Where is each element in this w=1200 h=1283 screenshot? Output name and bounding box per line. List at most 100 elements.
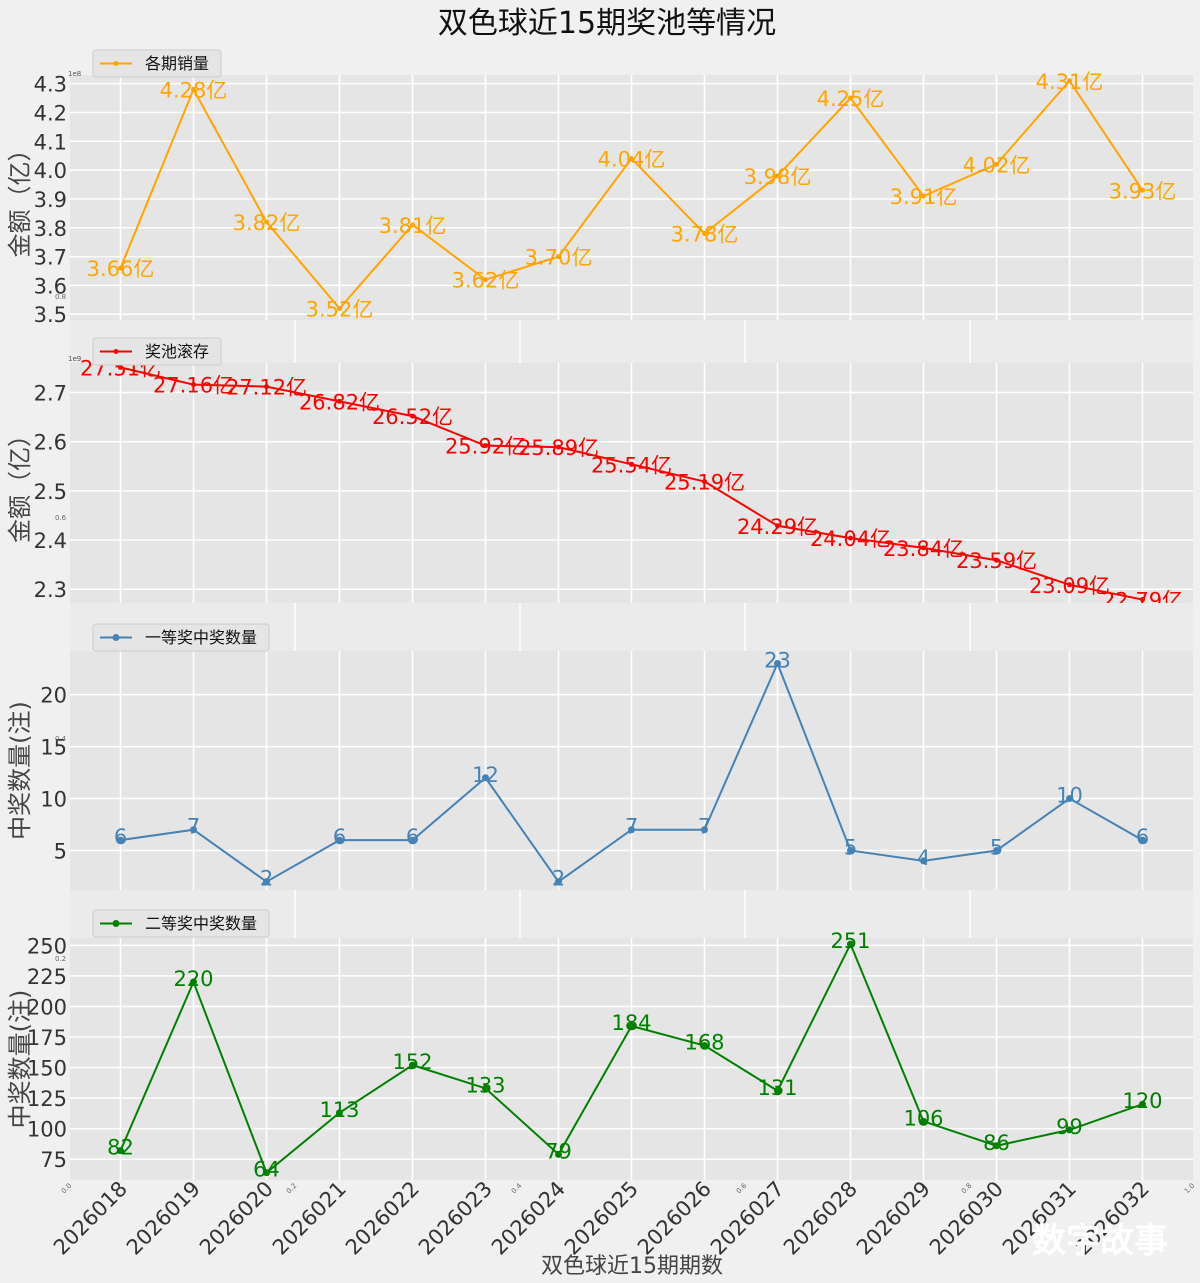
data-label: 3.52亿 — [306, 297, 374, 321]
data-point — [629, 156, 634, 162]
data-point — [409, 1061, 416, 1069]
data-label: 79 — [545, 1139, 572, 1163]
y-tick-label: 125 — [27, 1087, 67, 1111]
data-point — [993, 847, 1000, 855]
data-label: 25.19亿 — [664, 471, 745, 495]
legend-box — [92, 337, 222, 366]
data-label: 7 — [698, 815, 711, 839]
y-tick-label: 100 — [27, 1118, 67, 1142]
data-point — [410, 222, 415, 228]
data-point — [994, 557, 999, 563]
data-point — [629, 461, 634, 467]
background-x-tick-label: 0.8 — [960, 1182, 974, 1196]
data-label: 23.84亿 — [883, 537, 964, 561]
data-point — [920, 857, 927, 865]
data-point — [118, 265, 123, 271]
data-point — [1139, 836, 1146, 844]
data-label: 12 — [472, 763, 499, 787]
x-tick-label: 2026029 — [852, 1177, 935, 1260]
data-label: 86 — [983, 1131, 1010, 1155]
y-tick-label: 3.5 — [34, 303, 67, 327]
y-tick-label: 250 — [27, 934, 67, 958]
data-point — [993, 1142, 1000, 1150]
y-tick-label: 3.6 — [34, 274, 67, 298]
y-tick-label: 4.3 — [34, 73, 67, 97]
y-tick-label: 225 — [27, 965, 67, 989]
watermark-text: 数字故事 — [1032, 1221, 1168, 1261]
data-point — [118, 364, 123, 370]
y-tick-label: 75 — [40, 1148, 67, 1172]
data-label: 25.89亿 — [518, 436, 599, 460]
data-label: 23.09亿 — [1029, 574, 1110, 598]
subplot-1: 3.5 3.6 3.7 3.8 3.9 4.0 4.1 4.2 4.3 金额（亿） 1e8 0.8 3.… — [6, 49, 1193, 327]
data-label: 131 — [757, 1076, 797, 1100]
legend-box — [92, 909, 270, 938]
legend-marker — [112, 634, 120, 641]
background-x-tick-label: 0.0 — [60, 1182, 74, 1196]
data-point — [117, 836, 124, 844]
y-tick-label: 175 — [27, 1026, 67, 1050]
data-point — [337, 305, 342, 311]
data-point — [847, 847, 854, 855]
data-point — [483, 443, 488, 449]
data-point — [191, 86, 196, 92]
x-tick-label: 2026028 — [779, 1177, 862, 1260]
data-point — [628, 826, 635, 834]
x-tick-label: 2026019 — [122, 1177, 205, 1260]
y-tick-label: 2.7 — [34, 382, 67, 406]
y-offset-text: 1e9 — [68, 355, 81, 363]
data-point — [264, 384, 269, 390]
data-label: 10 — [1056, 784, 1083, 808]
data-label: 26.52亿 — [372, 405, 453, 429]
background-x-tick-label: 0.4 — [510, 1181, 524, 1195]
data-point — [190, 826, 197, 834]
background-tick-label: 0.6 — [55, 514, 67, 522]
background-tick-label: 0.2 — [55, 955, 66, 963]
legend-box — [92, 623, 270, 652]
data-point — [1139, 1100, 1146, 1108]
data-label: 6 — [333, 825, 346, 849]
subplot-4: 75 100 125 150 175 200 225 250 中奖数量(注) 0.2 82 220 64… — [6, 890, 1193, 1182]
data-label: 99 — [1056, 1115, 1083, 1139]
background-tick-label: 0.4 — [55, 735, 67, 743]
x-tick-label: 2026027 — [706, 1177, 789, 1260]
data-point — [701, 1042, 708, 1050]
data-label: 4.25亿 — [817, 87, 885, 111]
subplot-2: 2.32.42.52.62.7金额（亿）1e90.627.51亿27.16亿27… — [6, 320, 1193, 613]
data-point — [702, 479, 707, 485]
data-point — [117, 1147, 124, 1155]
x-tick-label: 2026026 — [633, 1177, 716, 1260]
y-tick-label: 15 — [40, 736, 67, 760]
data-label: 3.66亿 — [87, 257, 155, 281]
data-point — [848, 535, 853, 541]
data-point — [1066, 1126, 1073, 1134]
data-label: 120 — [1122, 1089, 1162, 1113]
data-label: 3.82亿 — [233, 211, 301, 235]
chart-panels: 3.5 3.6 3.7 3.8 3.9 4.0 4.1 4.2 4.3 金额（亿） 1e8 0.8 3.… — [6, 49, 1193, 1182]
data-point — [701, 826, 708, 834]
legend-marker — [113, 61, 119, 66]
data-point — [775, 523, 780, 529]
data-label: 6 — [1136, 825, 1149, 849]
background-tick-label: 0.8 — [55, 293, 66, 301]
legend-marker — [112, 920, 120, 927]
data-label: 6 — [406, 825, 419, 849]
y-tick-label: 4.0 — [34, 159, 67, 183]
data-label: 251 — [830, 929, 870, 953]
data-point — [263, 1169, 270, 1177]
y-tick-label: 4.1 — [34, 130, 67, 154]
data-label: 133 — [465, 1073, 505, 1097]
data-label: 23.59亿 — [956, 549, 1037, 573]
y-offset-text: 1e8 — [68, 70, 81, 78]
x-tick-label: 2026025 — [560, 1177, 643, 1260]
data-point — [774, 659, 781, 667]
y-tick-label: 4.2 — [34, 101, 67, 125]
data-label: 3.91亿 — [890, 185, 958, 209]
data-label: 6 — [114, 825, 127, 849]
data-point — [336, 1109, 343, 1117]
y-axis-label: 中奖数量(注) — [6, 701, 34, 840]
data-label: 64 — [253, 1158, 280, 1182]
